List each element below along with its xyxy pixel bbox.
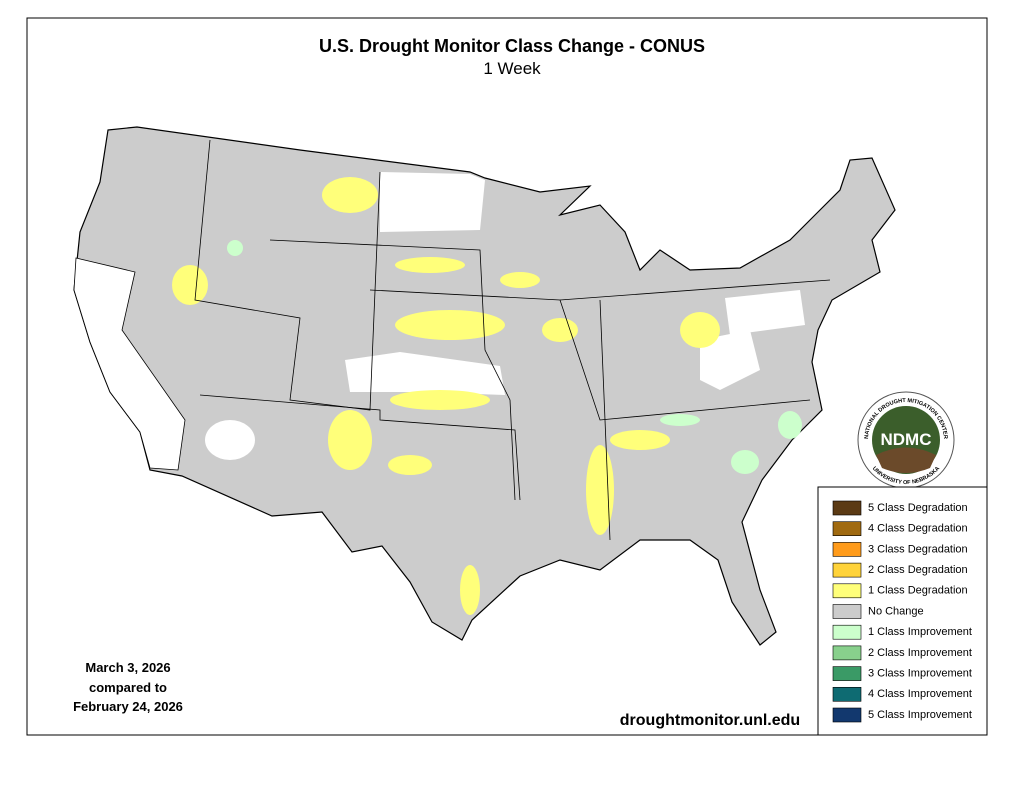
area — [460, 565, 480, 615]
area — [172, 265, 208, 305]
state-lines — [194, 139, 831, 541]
improvement-areas — [227, 240, 802, 474]
legend-swatch — [832, 645, 862, 661]
legend-label: 3 Class Improvement — [868, 668, 972, 680]
no-change-white-ohio — [700, 330, 760, 390]
legend-label: 1 Class Degradation — [868, 585, 968, 597]
area — [680, 312, 720, 348]
source-url: droughtmonitor.unl.edu — [620, 712, 800, 729]
legend-swatch — [832, 562, 862, 578]
area — [227, 240, 243, 256]
area — [500, 272, 540, 288]
area — [395, 257, 465, 273]
legend-label: 4 Class Improvement — [868, 688, 972, 700]
area — [731, 450, 759, 474]
legend-label: 1 Class Improvement — [868, 626, 972, 638]
no-change-white-az — [205, 420, 255, 460]
legend: 5 Class Degradation 4 Class Degradation 3 … — [817, 486, 988, 736]
legend-swatch — [832, 583, 862, 599]
legend-swatch — [832, 624, 862, 640]
area — [390, 390, 490, 410]
area — [778, 411, 802, 439]
area — [322, 177, 378, 213]
ndmc-logo: NDMC NATIONAL DROUGHT MITIGATION CENTER … — [857, 391, 955, 489]
title: U.S. Drought Monitor Class Change - CONU… — [319, 36, 705, 56]
legend-label: 3 Class Degradation — [868, 543, 968, 555]
legend-swatch — [832, 666, 862, 681]
legend-label: 2 Class Improvement — [868, 647, 972, 659]
no-change-white-north — [380, 172, 485, 232]
logo-ground — [876, 447, 936, 473]
legend-swatch — [832, 686, 862, 702]
area — [542, 318, 578, 342]
legend-label: 5 Class Improvement — [868, 709, 972, 721]
us-map — [73, 126, 896, 646]
date-line: compared to — [89, 680, 167, 695]
area — [586, 445, 614, 535]
area — [328, 410, 372, 470]
no-change-white-kansas — [345, 352, 505, 395]
no-change-white-west — [73, 257, 186, 471]
date-line: March 3, 2026 — [85, 660, 170, 675]
legend-swatch — [832, 707, 862, 723]
legend-label: 5 Class Degradation — [868, 502, 968, 514]
legend-swatch — [832, 521, 862, 537]
no-change-white-pa — [725, 290, 805, 335]
legend-label: 4 Class Degradation — [868, 523, 968, 535]
area — [610, 430, 670, 450]
area — [660, 414, 700, 426]
area — [395, 310, 505, 340]
legend-swatch — [832, 604, 862, 619]
legend-label: No Change — [868, 605, 924, 617]
area — [388, 455, 432, 475]
legend-swatch — [832, 500, 862, 516]
subtitle: 1 Week — [483, 59, 541, 78]
date-line: February 24, 2026 — [73, 699, 183, 714]
legend-swatch — [832, 542, 862, 557]
logo-acronym: NDMC — [881, 430, 932, 449]
legend-label: 2 Class Degradation — [868, 564, 968, 576]
degradation-areas — [172, 177, 720, 615]
